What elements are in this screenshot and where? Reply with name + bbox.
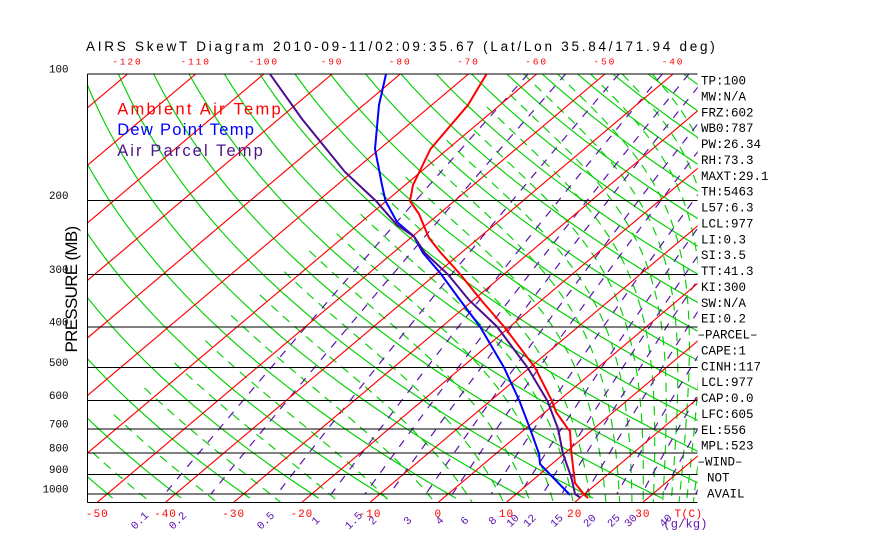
svg-text:KI:300: KI:300 [701,281,746,295]
svg-text:PW:26.34: PW:26.34 [701,138,761,152]
svg-text:-20: -20 [290,509,313,521]
svg-text:TP:100: TP:100 [701,75,746,89]
svg-text:300: 300 [49,265,68,277]
svg-text:AVAIL: AVAIL [707,487,745,501]
svg-text:800: 800 [49,444,68,456]
svg-text:500: 500 [49,358,68,370]
svg-text:(g/kg): (g/kg) [663,518,707,532]
svg-text:20: 20 [567,509,582,521]
svg-text:-10: -10 [359,509,382,521]
svg-text:-90: -90 [321,56,344,67]
svg-text:-70: -70 [457,56,480,67]
svg-text:Dew Point Temp: Dew Point Temp [117,121,255,139]
svg-text:SI:3.5: SI:3.5 [701,249,746,263]
svg-text:-100: -100 [249,56,279,67]
svg-text:-80: -80 [389,56,412,67]
svg-text:MW:N/A: MW:N/A [701,90,747,104]
svg-text:PRESSURE (MB): PRESSURE (MB) [62,226,81,352]
svg-text:CINH:117: CINH:117 [701,360,761,374]
svg-text:100: 100 [49,65,68,77]
svg-text:-60: -60 [525,56,548,67]
svg-text:LFC:605: LFC:605 [701,408,754,422]
svg-text:TT:41.3: TT:41.3 [701,265,754,279]
svg-text:200: 200 [49,191,68,203]
svg-text:-30: -30 [222,509,245,521]
svg-text:MPL:523: MPL:523 [701,440,754,454]
svg-text:NOT: NOT [707,472,730,486]
svg-text:LCL:977: LCL:977 [701,217,754,231]
svg-text:WB0:787: WB0:787 [701,122,754,136]
svg-text:T(C): T(C) [674,509,702,521]
svg-text:700: 700 [49,419,68,431]
svg-text:L57:6.3: L57:6.3 [701,202,754,216]
svg-text:EL:556: EL:556 [701,424,746,438]
svg-text:LI:0.3: LI:0.3 [701,233,746,247]
svg-text:CAP:0.0: CAP:0.0 [701,392,754,406]
svg-text:Air Parcel Temp: Air Parcel Temp [117,142,265,160]
svg-text:400: 400 [49,317,68,329]
svg-text:900: 900 [49,465,68,477]
svg-text:Ambient Air Temp: Ambient Air Temp [117,101,283,119]
svg-text:FRZ:602: FRZ:602 [701,106,754,120]
svg-text:-50: -50 [593,56,616,67]
svg-text:LCL:977: LCL:977 [701,376,754,390]
svg-text:MAXT:29.1: MAXT:29.1 [701,170,769,184]
svg-text:-120: -120 [112,56,142,67]
svg-text:10: 10 [499,509,514,521]
svg-text:EI:0.2: EI:0.2 [701,313,746,327]
svg-text:-40: -40 [154,509,177,521]
svg-text:-110: -110 [180,56,210,67]
svg-text:600: 600 [49,391,68,403]
svg-text:–WIND–: –WIND– [698,456,743,470]
svg-text:1000: 1000 [43,484,69,496]
svg-text:AIRS SkewT Diagram 2010-09-11/: AIRS SkewT Diagram 2010-09-11/02:09:35.6… [86,39,718,54]
svg-text:SW:N/A: SW:N/A [701,297,747,311]
svg-text:CAPE:1: CAPE:1 [701,345,746,359]
svg-text:RH:73.3: RH:73.3 [701,154,754,168]
svg-text:–PARCEL–: –PARCEL– [698,329,758,343]
svg-text:-40: -40 [662,56,685,67]
svg-text:30: 30 [635,509,650,521]
svg-text:0: 0 [434,509,442,521]
svg-text:-50: -50 [86,509,109,521]
svg-text:TH:5463: TH:5463 [701,186,754,200]
